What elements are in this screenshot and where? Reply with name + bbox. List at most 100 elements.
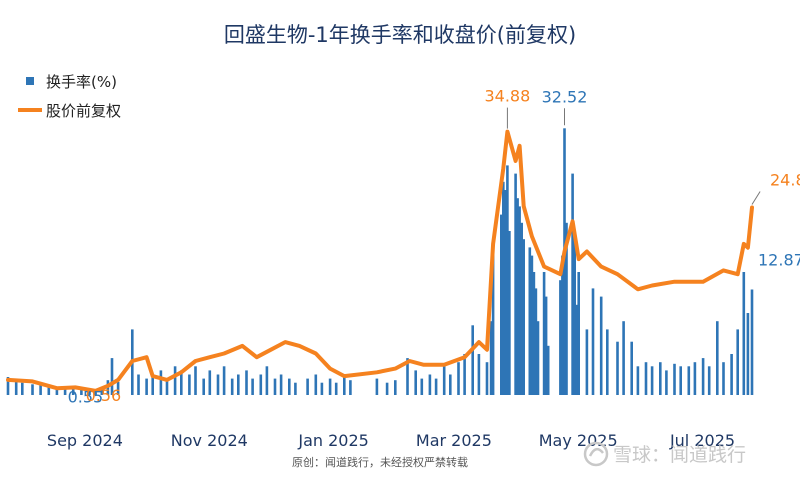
turnover-bar xyxy=(508,231,511,395)
legend: 换手率(%) 股价前复权 xyxy=(14,64,139,128)
turnover-bar xyxy=(414,370,417,395)
turnover-bar xyxy=(294,382,297,395)
turnover-bar xyxy=(349,380,352,395)
turnover-bar xyxy=(500,214,503,395)
turnover-bar xyxy=(477,354,481,395)
turnover-bar xyxy=(742,272,746,395)
turnover-bar xyxy=(306,378,309,395)
turnover-bar xyxy=(343,374,346,395)
turnover-bar xyxy=(457,362,460,395)
x-tick-label: Sep 2024 xyxy=(47,431,123,450)
turnover-bar xyxy=(730,354,733,395)
turnover-bar xyxy=(701,358,705,395)
annotation-label: 12.87 xyxy=(758,251,800,270)
turnover-bar xyxy=(449,374,452,395)
turnover-bar xyxy=(288,378,291,395)
turnover-bar xyxy=(394,380,397,395)
annotation-label: 0.55 xyxy=(68,388,104,407)
turnover-bar xyxy=(110,358,114,395)
x-tick-label: Nov 2024 xyxy=(171,431,248,450)
turnover-bar xyxy=(577,272,580,395)
turnover-bar xyxy=(534,288,538,395)
turnover-bar xyxy=(514,173,517,395)
turnover-bar xyxy=(159,370,163,395)
turnover-bar xyxy=(502,181,505,395)
turnover-bar xyxy=(145,378,148,395)
snowball-logo-icon xyxy=(583,441,609,467)
turnover-bar xyxy=(173,366,177,395)
annotation-layer: 34.88 32.52 24.82 12.87 0.550.56 xyxy=(68,87,800,407)
annotation-arrow xyxy=(751,191,761,205)
turnover-bar xyxy=(137,374,140,395)
turnover-bar xyxy=(530,255,534,395)
turnover-bar xyxy=(63,387,67,395)
turnover-bar xyxy=(180,370,183,395)
legend-bar-swatch xyxy=(26,77,34,85)
turnover-bar xyxy=(622,321,625,395)
turnover-bar xyxy=(47,386,51,395)
turnover-bar xyxy=(489,321,493,395)
turnover-bar xyxy=(39,385,42,395)
legend-box xyxy=(14,64,139,128)
annotation-label: 0.56 xyxy=(86,386,122,405)
turnover-bar xyxy=(736,329,739,395)
turnover-bar xyxy=(565,222,568,395)
turnover-bar xyxy=(328,378,332,395)
turnover-bar xyxy=(542,272,546,395)
turnover-bar xyxy=(650,366,654,395)
turnover-bar xyxy=(31,384,34,395)
turnover-bar xyxy=(636,366,640,395)
turnover-bar xyxy=(320,382,324,395)
turnover-bar xyxy=(673,363,676,395)
turnover-bar xyxy=(491,247,495,395)
x-tick-label: Jan 2025 xyxy=(297,431,368,450)
turnover-bar xyxy=(616,341,619,395)
turnover-bar xyxy=(385,382,389,395)
turnover-bar xyxy=(573,239,576,395)
annotation-label: 32.52 xyxy=(542,87,588,106)
legend-label-turnover: 换手率(%) xyxy=(46,73,117,91)
turnover-bar xyxy=(693,362,697,395)
turnover-bar xyxy=(559,280,562,395)
turnover-bar xyxy=(151,374,154,395)
turnover-bar xyxy=(314,374,318,395)
turnover-bar xyxy=(546,345,550,395)
turnover-bar xyxy=(463,354,466,395)
legend-label-price: 股价前复权 xyxy=(46,102,121,120)
annotation-label: 24.82 xyxy=(770,171,800,190)
turnover-bar xyxy=(194,366,197,395)
turnover-bar xyxy=(599,296,603,395)
price-line xyxy=(6,129,754,393)
watermark: 雪球：闻道践行 xyxy=(583,441,746,467)
price-line-layer xyxy=(6,129,754,393)
turnover-bar xyxy=(259,374,263,395)
turnover-bar xyxy=(434,378,438,395)
turnover-bar xyxy=(665,370,668,395)
turnover-bar xyxy=(334,382,338,395)
turnover-bar xyxy=(520,222,523,395)
turnover-bar xyxy=(202,378,205,395)
x-axis: Sep 2024 Nov 2024 Jan 2025 Mar 2025 May 2025… xyxy=(47,431,735,450)
watermark-text: 雪球：闻道践行 xyxy=(613,444,746,466)
turnover-bar xyxy=(606,329,609,395)
turnover-bar xyxy=(251,378,254,395)
turnover-bar xyxy=(88,390,91,395)
turnover-bar xyxy=(420,378,424,395)
annotation-label: 34.88 xyxy=(484,87,530,106)
turnover-bar xyxy=(536,321,540,395)
chart-title: 回盛生物-1年换手率和收盘价(前复权) xyxy=(224,23,576,47)
turnover-bar xyxy=(544,296,548,395)
turnover-bar xyxy=(71,388,75,395)
turnover-bar xyxy=(687,366,691,395)
turnover-bar xyxy=(428,374,432,395)
turnover-bar xyxy=(442,366,446,395)
x-tick-label: Mar 2025 xyxy=(416,431,492,450)
turnover-bar xyxy=(100,387,104,395)
turnover-bar xyxy=(116,381,120,395)
turnover-bar xyxy=(14,380,18,395)
turnover-bar xyxy=(471,325,474,395)
turnover-bar xyxy=(222,366,226,395)
turnover-bar xyxy=(265,366,269,395)
